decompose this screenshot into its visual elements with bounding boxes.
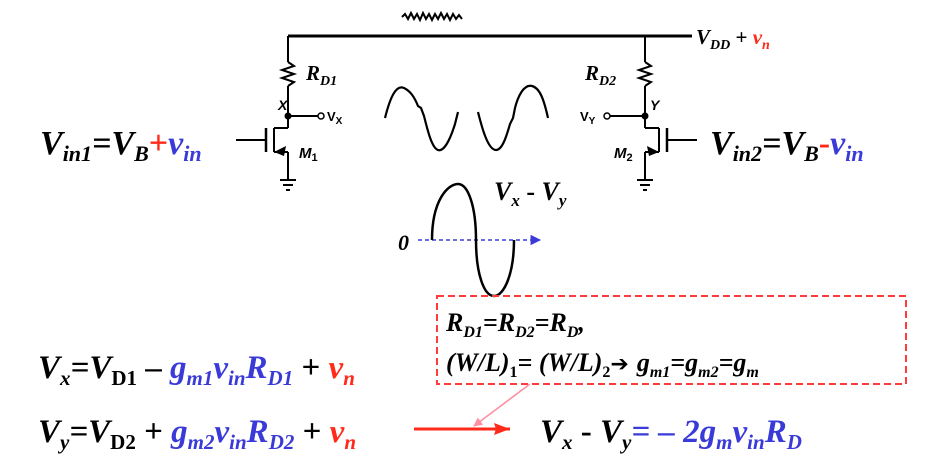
vx-label: VX [327, 109, 343, 127]
m2-label: M2 [614, 145, 633, 164]
vx-minus-vy-waveform [430, 182, 516, 298]
m1-source-arrow [274, 146, 286, 156]
supply-label: VDD + vn [696, 25, 770, 53]
m2-source-arrow [647, 146, 659, 156]
right-branch-wires [610, 36, 697, 191]
m1-label: M1 [299, 145, 318, 164]
vx-terminal [317, 112, 325, 120]
assumption-line-1: RD1=RD2=RD, [445, 308, 585, 341]
assumption-line-2: (W/L)1= (W/L)2➔ gm1=gm2=gm [446, 348, 759, 381]
node-x-label: X [277, 97, 289, 113]
resistor-rd1-zigzag [278, 61, 298, 87]
left-branch-wires [236, 36, 318, 191]
vy-label: VY [580, 109, 596, 127]
assumption-box [436, 295, 907, 385]
supply-noise-squiggle [401, 10, 463, 23]
vy-noisy-waveform [476, 84, 550, 152]
rd1-label: RD1 [305, 61, 337, 89]
result-arrow-head [494, 423, 510, 435]
node-y-label: Y [650, 97, 661, 113]
vx-noisy-waveform [383, 86, 460, 152]
node-x-dot [284, 112, 292, 120]
vx-equation: Vx=VD1 – gm1vinRD1 + vn [38, 350, 355, 390]
vy-equation: Vy=VD2 + gm2vinRD2 + vn [38, 414, 356, 454]
node-y-dot [641, 112, 649, 120]
vx-minus-vy-label: Vx - Vy [494, 177, 567, 210]
vy-terminal [603, 112, 611, 120]
result-equation: Vx - Vy= – 2gmvinRD [540, 414, 802, 454]
rd2-label: RD2 [584, 61, 616, 89]
resistor-rd2-zigzag [635, 61, 655, 87]
zero-label: 0 [398, 230, 409, 255]
vin2-label: Vin2=VB-vin [710, 125, 864, 166]
pink-pointer-arrow [473, 383, 531, 427]
vin1-label: Vin1=VB+vin [40, 125, 202, 166]
